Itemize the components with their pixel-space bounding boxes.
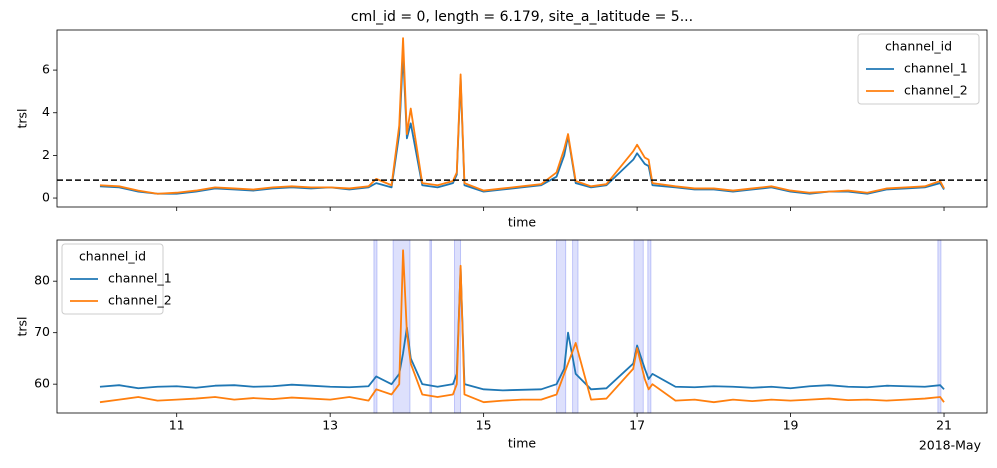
y-tick-label: 4 bbox=[42, 104, 50, 119]
x-axis-label: time bbox=[508, 436, 537, 451]
x-tick-label: 15 bbox=[476, 418, 492, 433]
y-axis-label: trsl bbox=[15, 108, 30, 128]
series-line bbox=[99, 37, 945, 195]
wet-span bbox=[633, 239, 644, 414]
x-tick-label: 19 bbox=[783, 418, 799, 433]
series-line bbox=[99, 52, 945, 195]
axes-frame bbox=[56, 239, 988, 414]
x-axis-label: time bbox=[508, 215, 537, 230]
y-tick-label: 80 bbox=[34, 273, 50, 288]
x-tick-label: 11 bbox=[169, 418, 185, 433]
y-tick-label: 6 bbox=[42, 62, 50, 77]
wet-span bbox=[429, 239, 432, 414]
legend-title: channel_id bbox=[885, 39, 952, 54]
wet-span bbox=[373, 239, 378, 414]
y-tick-label: 2 bbox=[42, 147, 50, 162]
legend-label: channel_1 bbox=[108, 271, 172, 286]
y-axis-label: trsl bbox=[15, 316, 30, 336]
chart-title: cml_id = 0, length = 6.179, site_a_latit… bbox=[351, 9, 693, 25]
wet-span bbox=[556, 239, 567, 414]
legend-label: channel_2 bbox=[904, 83, 968, 98]
legend-title: channel_id bbox=[79, 249, 146, 264]
wet-span bbox=[572, 239, 579, 414]
wet-span bbox=[937, 239, 942, 414]
axes-frame bbox=[56, 29, 988, 208]
x-tick-label: 21 bbox=[936, 418, 952, 433]
y-tick-label: 70 bbox=[34, 324, 50, 339]
legend-label: channel_2 bbox=[108, 293, 172, 308]
x-tick-label: 17 bbox=[629, 418, 645, 433]
legend-box bbox=[61, 243, 164, 315]
x-tick-label: 13 bbox=[322, 418, 338, 433]
legend-label: channel_1 bbox=[904, 61, 968, 76]
legend-box bbox=[857, 33, 980, 105]
series-line bbox=[99, 249, 945, 404]
y-tick-label: 60 bbox=[34, 376, 50, 391]
x-offset-label: 2018-May bbox=[919, 438, 982, 453]
y-tick-label: 0 bbox=[42, 190, 50, 205]
series-line bbox=[99, 267, 945, 392]
